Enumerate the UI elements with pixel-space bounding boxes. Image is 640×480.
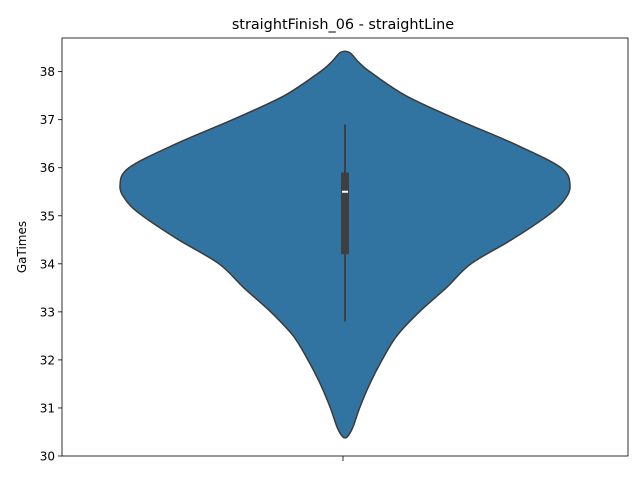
box-layer <box>341 124 349 322</box>
y-tick-label: 36 <box>40 161 55 175</box>
y-tick-label: 38 <box>40 65 55 79</box>
plot-frame <box>61 37 629 457</box>
chart-title: straightFinish_06 - straightLine <box>232 17 454 33</box>
y-axis-ticks: 30 31 32 33 34 35 36 37 38 <box>40 65 62 464</box>
y-tick-label: 35 <box>40 209 55 223</box>
y-tick-label: 37 <box>40 113 55 127</box>
y-tick-label: 32 <box>40 353 55 367</box>
iqr-box <box>341 172 349 255</box>
y-tick-label: 30 <box>40 450 55 464</box>
y-tick-label: 34 <box>40 257 55 271</box>
y-tick-label: 33 <box>40 305 55 319</box>
y-tick-label: 31 <box>40 401 55 415</box>
y-axis-label: GaTimes <box>15 221 29 273</box>
